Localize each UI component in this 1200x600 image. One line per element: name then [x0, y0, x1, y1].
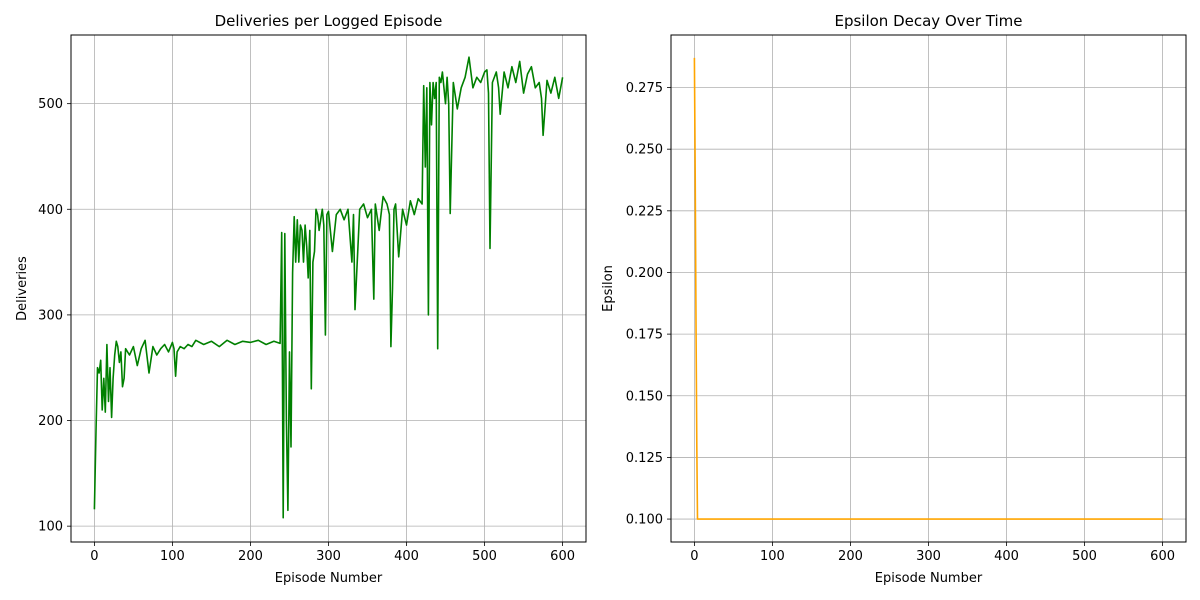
epsilon-series-line — [693, 57, 1163, 520]
epsilon-y-tick-label: 0.150 — [626, 389, 663, 404]
epsilon-x-tick-label: 600 — [1150, 549, 1175, 564]
epsilon-y-tick-label: 0.175 — [626, 328, 663, 343]
deliveries-x-axis-label: Episode Number — [275, 571, 383, 586]
epsilon-y-axis-label: Epsilon — [601, 265, 616, 312]
deliveries-y-tick-label: 300 — [38, 308, 63, 323]
deliveries-series-group — [93, 56, 564, 519]
epsilon-x-tick-label: 400 — [994, 549, 1019, 564]
deliveries-y-tick-label: 400 — [38, 203, 63, 218]
deliveries-ticks: 0 100 200 300 400 500 600 100 200 300 400 500 — [38, 97, 575, 564]
deliveries-x-tick-label: 200 — [238, 549, 263, 564]
epsilon-x-tick-label: 0 — [690, 549, 698, 564]
epsilon-x-tick-label: 100 — [760, 549, 785, 564]
deliveries-x-tick-label: 500 — [472, 549, 497, 564]
epsilon-grid — [671, 35, 1186, 542]
deliveries-chart-title: Deliveries per Logged Episode — [215, 12, 443, 30]
deliveries-y-tick-label: 500 — [38, 97, 63, 112]
deliveries-chart: 0 100 200 300 400 500 600 100 200 300 400 500 Deliv… — [15, 12, 587, 586]
deliveries-grid — [71, 35, 586, 542]
epsilon-chart: 0 100 200 300 400 500 600 0.100 0.125 0.150 0.175 0… — [601, 12, 1187, 586]
epsilon-y-tick-label: 0.250 — [626, 143, 663, 158]
epsilon-x-tick-label: 500 — [1072, 549, 1097, 564]
epsilon-x-tick-label: 200 — [838, 549, 863, 564]
deliveries-x-tick-label: 600 — [550, 549, 575, 564]
deliveries-x-tick-label: 400 — [394, 549, 419, 564]
deliveries-x-tick-label: 0 — [90, 549, 98, 564]
deliveries-series-line — [93, 56, 564, 519]
epsilon-x-axis-label: Episode Number — [875, 571, 983, 586]
epsilon-y-tick-label: 0.125 — [626, 451, 663, 466]
epsilon-series-group — [693, 57, 1163, 520]
epsilon-ticks: 0 100 200 300 400 500 600 0.100 0.125 0.150 0.175 0… — [626, 81, 1175, 564]
deliveries-y-axis-label: Deliveries — [15, 256, 30, 321]
deliveries-y-tick-label: 200 — [38, 414, 63, 429]
epsilon-y-tick-label: 0.275 — [626, 81, 663, 96]
deliveries-x-tick-label: 300 — [316, 549, 341, 564]
epsilon-y-tick-label: 0.200 — [626, 266, 663, 281]
epsilon-chart-title: Epsilon Decay Over Time — [834, 12, 1022, 30]
deliveries-x-tick-label: 100 — [160, 549, 185, 564]
deliveries-y-tick-label: 100 — [38, 520, 63, 535]
epsilon-y-tick-label: 0.225 — [626, 204, 663, 219]
epsilon-y-tick-label: 0.100 — [626, 513, 663, 528]
epsilon-x-tick-label: 300 — [916, 549, 941, 564]
